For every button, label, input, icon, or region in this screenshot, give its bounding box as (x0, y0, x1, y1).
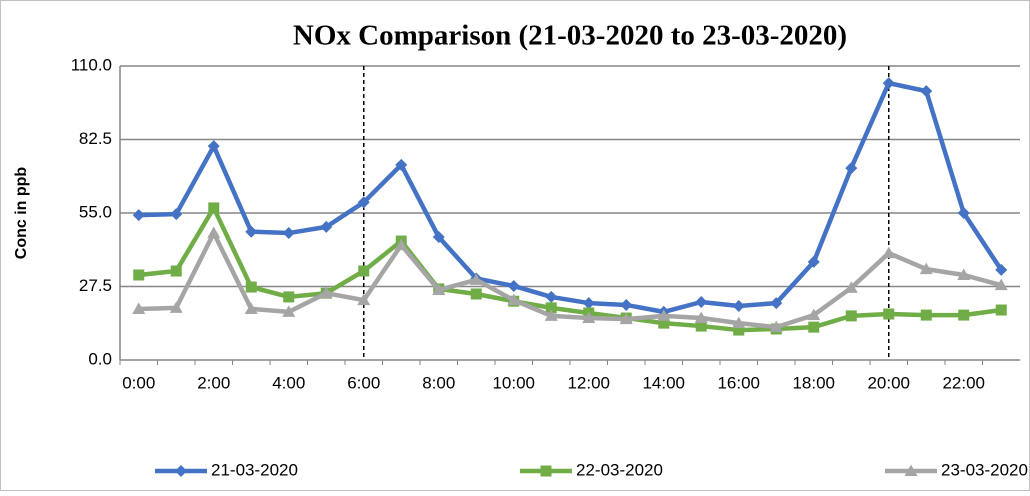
marker (994, 278, 1008, 291)
marker (919, 262, 933, 275)
legend-marker (904, 464, 918, 476)
marker (394, 238, 408, 251)
series-line (138, 230, 1002, 330)
marker (957, 268, 971, 281)
marker (169, 301, 183, 313)
marker (695, 296, 708, 309)
marker (920, 309, 932, 321)
marker (320, 220, 333, 233)
series-line (138, 80, 1004, 315)
y-tick-label: 27.5 (79, 276, 112, 295)
marker (208, 202, 220, 214)
y-axis-label: Conc in ppb (13, 167, 30, 260)
marker (432, 283, 446, 295)
marker (545, 302, 557, 314)
marker (733, 324, 745, 336)
legend-label: 22-03-2020 (576, 460, 663, 479)
x-tick-label: 12:00 (567, 373, 610, 392)
marker (882, 246, 896, 259)
x-tick-label: 14:00 (642, 373, 685, 392)
marker (132, 209, 145, 222)
y-tick-label: 82.5 (79, 129, 112, 148)
marker (920, 85, 933, 98)
marker (395, 158, 408, 171)
marker (995, 263, 1008, 276)
legend-label: 23-03-2020 (941, 460, 1028, 479)
marker (883, 308, 895, 320)
series-line (138, 205, 1002, 333)
marker (207, 226, 221, 239)
x-tick-label: 16:00 (717, 373, 760, 392)
x-tick-label: 6:00 (347, 373, 380, 392)
marker (957, 207, 970, 219)
marker (657, 309, 671, 321)
y-tick-label: 0.0 (88, 349, 112, 368)
marker (245, 225, 258, 238)
x-tick-label: 18:00 (792, 373, 835, 392)
x-tick-label: 0:00 (122, 373, 155, 392)
marker (507, 293, 521, 306)
legend-marker (175, 465, 187, 477)
legend-marker (540, 465, 552, 477)
x-tick-label: 10:00 (492, 373, 535, 392)
marker (245, 281, 257, 293)
marker (844, 281, 858, 293)
marker (132, 302, 146, 314)
x-tick-label: 2:00 (197, 373, 230, 392)
marker (882, 77, 895, 90)
x-tick-label: 22:00 (942, 373, 985, 392)
marker (545, 290, 558, 303)
marker (283, 291, 295, 303)
marker (807, 255, 820, 268)
marker (694, 311, 708, 324)
marker (470, 288, 482, 300)
marker (845, 310, 857, 322)
marker (582, 297, 595, 310)
marker (658, 317, 670, 329)
marker (282, 227, 295, 240)
marker (732, 316, 746, 329)
x-tick-label: 4:00 (272, 373, 305, 392)
marker (170, 208, 183, 221)
marker (319, 286, 333, 299)
marker (244, 302, 258, 314)
marker (207, 140, 220, 153)
x-tick-label: 8:00 (422, 373, 455, 392)
marker (845, 162, 858, 175)
marker (620, 298, 633, 311)
marker (619, 312, 633, 325)
marker (958, 309, 970, 321)
legend-label: 21-03-2020 (211, 460, 298, 479)
marker (357, 293, 371, 306)
marker (582, 311, 596, 324)
marker (695, 320, 707, 332)
marker (732, 300, 745, 313)
x-tick-label: 20:00 (867, 373, 910, 392)
marker (770, 297, 783, 310)
marker (133, 269, 145, 281)
marker (807, 308, 821, 321)
marker (358, 265, 370, 277)
chart-title: NOx Comparison (21-03-2020 to 23-03-2020… (293, 20, 847, 52)
marker (769, 320, 783, 333)
marker (432, 231, 445, 244)
y-tick-label: 110.0 (71, 55, 112, 74)
marker (170, 265, 182, 277)
marker (282, 305, 296, 317)
marker (469, 273, 483, 285)
y-tick-label: 55.0 (79, 202, 112, 221)
marker (808, 321, 820, 333)
marker (995, 304, 1007, 316)
marker (544, 309, 558, 321)
marker (507, 279, 520, 292)
marker (357, 196, 370, 209)
